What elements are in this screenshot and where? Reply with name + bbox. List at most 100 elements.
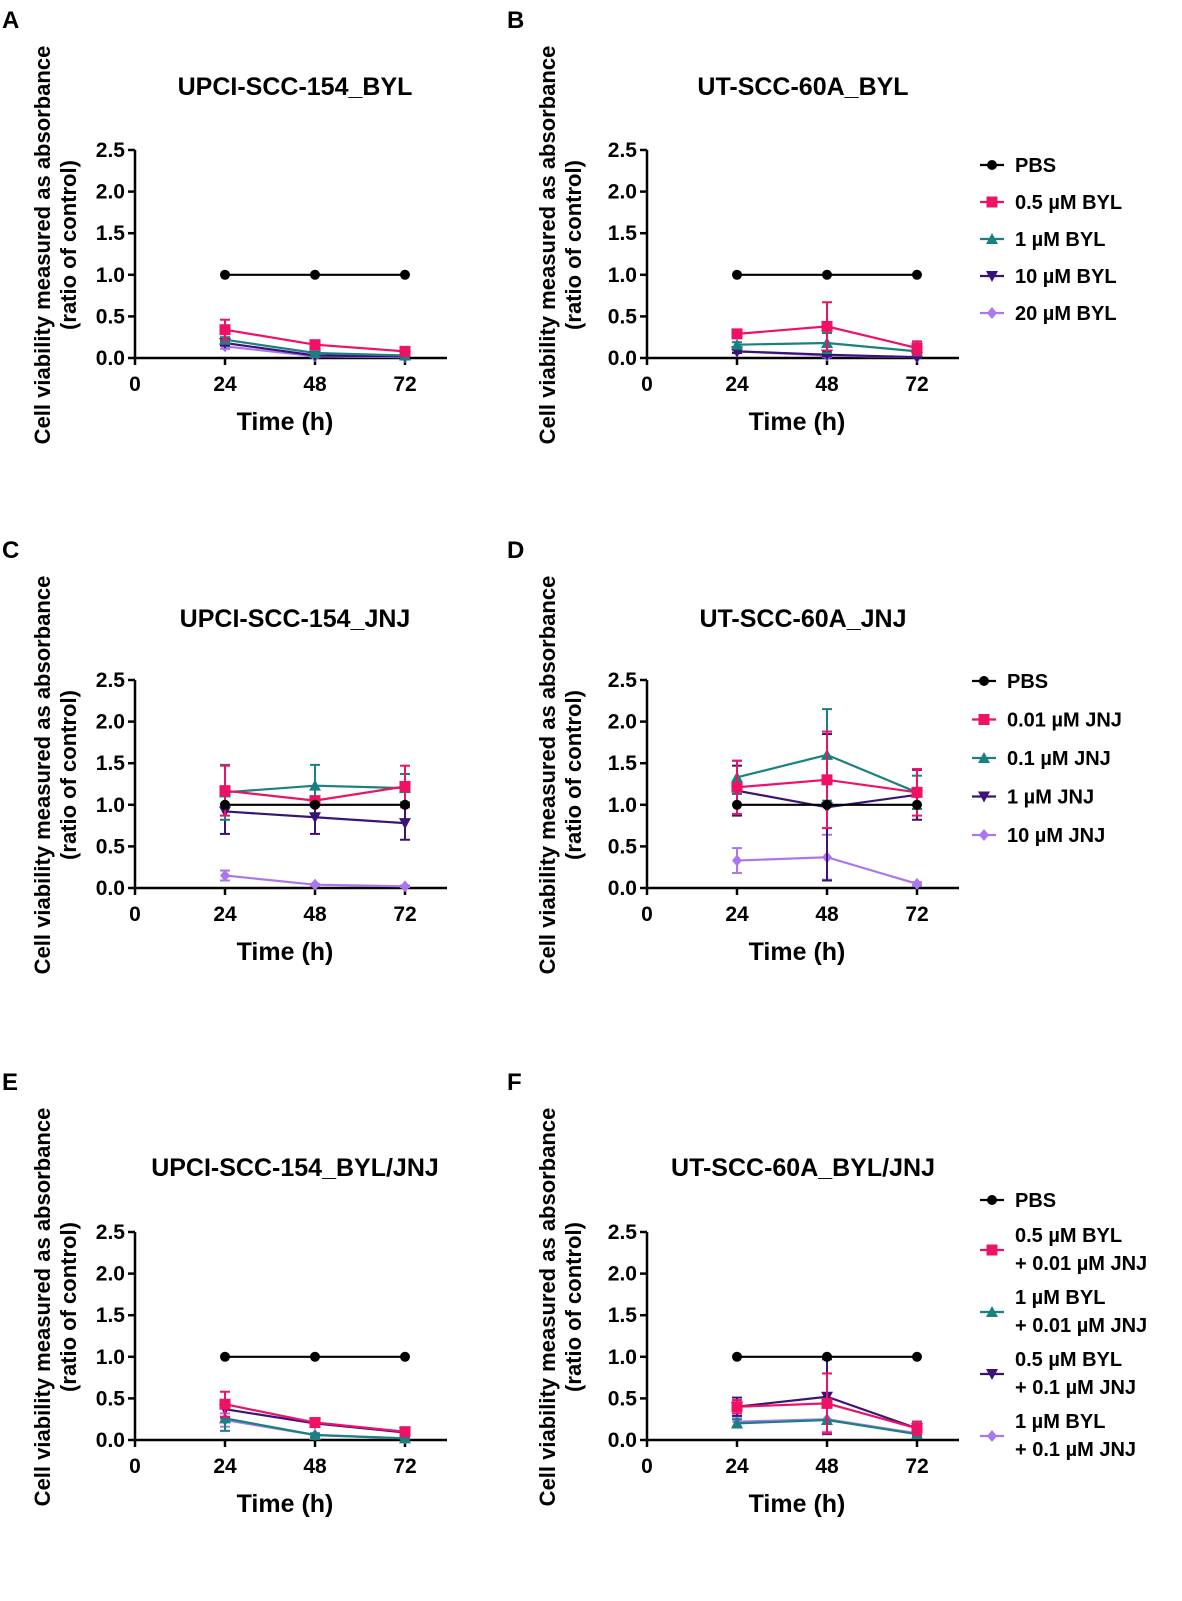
data-point bbox=[309, 339, 321, 351]
panel-a: A UPCI-SCC-154_BYL Cell viability measured… bbox=[2, 7, 447, 444]
y-axis-label-line1: Cell viability measured as absorbance bbox=[535, 576, 560, 975]
data-point bbox=[220, 799, 230, 810]
x-tick-label: 72 bbox=[393, 903, 416, 926]
y-tick-label: 2.5 bbox=[608, 1221, 638, 1244]
data-point bbox=[399, 1432, 411, 1444]
legend-item: 10 µM BYL bbox=[980, 266, 1117, 288]
data-point bbox=[911, 1422, 923, 1434]
y-tick-label: 2.5 bbox=[96, 1221, 126, 1244]
series-pbs bbox=[220, 799, 410, 810]
legend-item: 1 µM BYL + 0.01 µM JNJ bbox=[980, 1287, 1147, 1337]
panel-letter: F bbox=[507, 1069, 522, 1096]
panel-f: F UT-SCC-60A_BYL/JNJ Cell viability measur… bbox=[507, 1069, 1147, 1518]
x-tick-label: 72 bbox=[393, 1455, 416, 1478]
legend-label: 1 µM BYL bbox=[1015, 1411, 1105, 1433]
data-point bbox=[912, 799, 922, 810]
legend-label: 0.5 µM BYL bbox=[1015, 1349, 1122, 1371]
data-point bbox=[400, 799, 410, 810]
x-tick-label: 48 bbox=[815, 903, 839, 926]
x-tick-label: 0 bbox=[129, 1455, 141, 1478]
legend-marker bbox=[979, 829, 989, 841]
x-axis-label: Time (h) bbox=[237, 408, 334, 436]
legend-item: 0.01 µM JNJ bbox=[972, 710, 1122, 732]
data-point bbox=[310, 269, 320, 280]
data-point bbox=[309, 812, 321, 824]
legend-label: PBS bbox=[1007, 671, 1048, 693]
panel-d: D UT-SCC-60A_JNJ Cell viability measured a… bbox=[507, 537, 1122, 974]
y-axis-label-line1: Cell viability measured as absorbance bbox=[535, 46, 560, 445]
legend-label: + 0.01 µM JNJ bbox=[1015, 1315, 1147, 1337]
data-point bbox=[731, 338, 743, 350]
y-tick-label: 1.0 bbox=[608, 794, 637, 817]
legend-label: 1 µM JNJ bbox=[1007, 787, 1094, 809]
data-point bbox=[220, 269, 230, 280]
legend-label: + 0.1 µM JNJ bbox=[1015, 1439, 1136, 1461]
data-point bbox=[821, 774, 833, 786]
x-tick-label: 48 bbox=[303, 1455, 327, 1478]
y-tick-label: 0.5 bbox=[96, 835, 126, 858]
y-axis-label: Cell viability measured as absorbance (ra… bbox=[535, 1108, 586, 1507]
x-tick-label: 24 bbox=[213, 1455, 237, 1478]
panel-letter: B bbox=[507, 7, 524, 34]
y-tick-label: 0.0 bbox=[96, 1429, 125, 1452]
legend-marker bbox=[979, 676, 989, 686]
y-tick-label: 2.0 bbox=[608, 181, 637, 204]
data-point bbox=[219, 324, 231, 336]
data-point bbox=[731, 781, 743, 793]
data-point bbox=[309, 347, 321, 359]
data-point bbox=[220, 869, 230, 882]
data-point bbox=[822, 799, 832, 810]
legend-item: PBS bbox=[972, 671, 1048, 693]
y-axis-label-line2: (ratio of control) bbox=[561, 1222, 586, 1392]
y-tick-label: 0.0 bbox=[608, 1429, 637, 1452]
legend: PBS 0.01 µM JNJ 0.1 µM JNJ 1 µM JNJ 10 µM JN… bbox=[972, 671, 1122, 847]
legend-label: 0.5 µM BYL bbox=[1015, 1225, 1122, 1247]
legend-marker bbox=[987, 307, 997, 319]
series-0-5-m-byl-0-01-m-jnj bbox=[731, 1372, 923, 1437]
legend-marker bbox=[986, 1369, 998, 1380]
y-axis-label-line1: Cell viability measured as absorbance bbox=[30, 576, 55, 975]
x-axis-label: Time (h) bbox=[749, 938, 846, 966]
x-tick-label: 48 bbox=[815, 1455, 839, 1478]
y-tick-label: 0.5 bbox=[608, 835, 638, 858]
chart-title: UT-SCC-60A_BYL bbox=[697, 73, 908, 101]
legend-item: PBS bbox=[980, 1190, 1056, 1212]
data-point bbox=[822, 269, 832, 280]
panel-letter: C bbox=[2, 537, 19, 564]
data-point bbox=[399, 780, 411, 792]
y-axis-label: Cell viability measured as absorbance (ra… bbox=[30, 576, 81, 975]
data-point bbox=[309, 779, 321, 791]
x-tick-label: 24 bbox=[725, 373, 749, 396]
panel-letter: E bbox=[2, 1069, 18, 1096]
data-point bbox=[732, 854, 742, 867]
legend-marker bbox=[978, 752, 990, 763]
data-point bbox=[911, 786, 923, 798]
data-point bbox=[399, 1426, 411, 1438]
series-0-5-m-byl bbox=[731, 301, 923, 356]
chart-title: UT-SCC-60A_BYL/JNJ bbox=[671, 1154, 935, 1182]
y-axis-label-line2: (ratio of control) bbox=[56, 160, 81, 330]
y-tick-label: 1.5 bbox=[96, 222, 126, 245]
panel-c: C UPCI-SCC-154_JNJ Cell viability measured… bbox=[2, 537, 447, 974]
legend: PBS 0.5 µM BYL + 0.01 µM JNJ 1 µM BYL + 0.01… bbox=[980, 1190, 1147, 1461]
legend-marker bbox=[978, 714, 990, 725]
x-tick-label: 0 bbox=[641, 903, 653, 926]
x-tick-label: 0 bbox=[641, 1455, 653, 1478]
y-axis-label-line1: Cell viability measured as absorbance bbox=[30, 1108, 55, 1507]
data-point bbox=[912, 1351, 922, 1362]
panel-letter: A bbox=[2, 7, 19, 34]
legend-label: 10 µM JNJ bbox=[1007, 825, 1105, 847]
y-tick-label: 2.0 bbox=[608, 1263, 637, 1286]
data-point bbox=[731, 1401, 743, 1413]
y-tick-label: 0.5 bbox=[608, 1387, 638, 1410]
y-tick-label: 2.5 bbox=[96, 669, 126, 692]
legend-marker bbox=[978, 791, 990, 803]
panel-e: E UPCI-SCC-154_BYL/JNJ Cell viability meas… bbox=[2, 1069, 447, 1518]
legend-item: 20 µM BYL bbox=[980, 303, 1117, 325]
legend-item: 0.5 µM BYL + 0.1 µM JNJ bbox=[980, 1349, 1136, 1399]
x-tick-label: 24 bbox=[725, 1455, 749, 1478]
y-tick-label: 1.5 bbox=[96, 1304, 126, 1327]
series-pbs bbox=[732, 1351, 922, 1362]
legend-marker bbox=[986, 233, 998, 244]
